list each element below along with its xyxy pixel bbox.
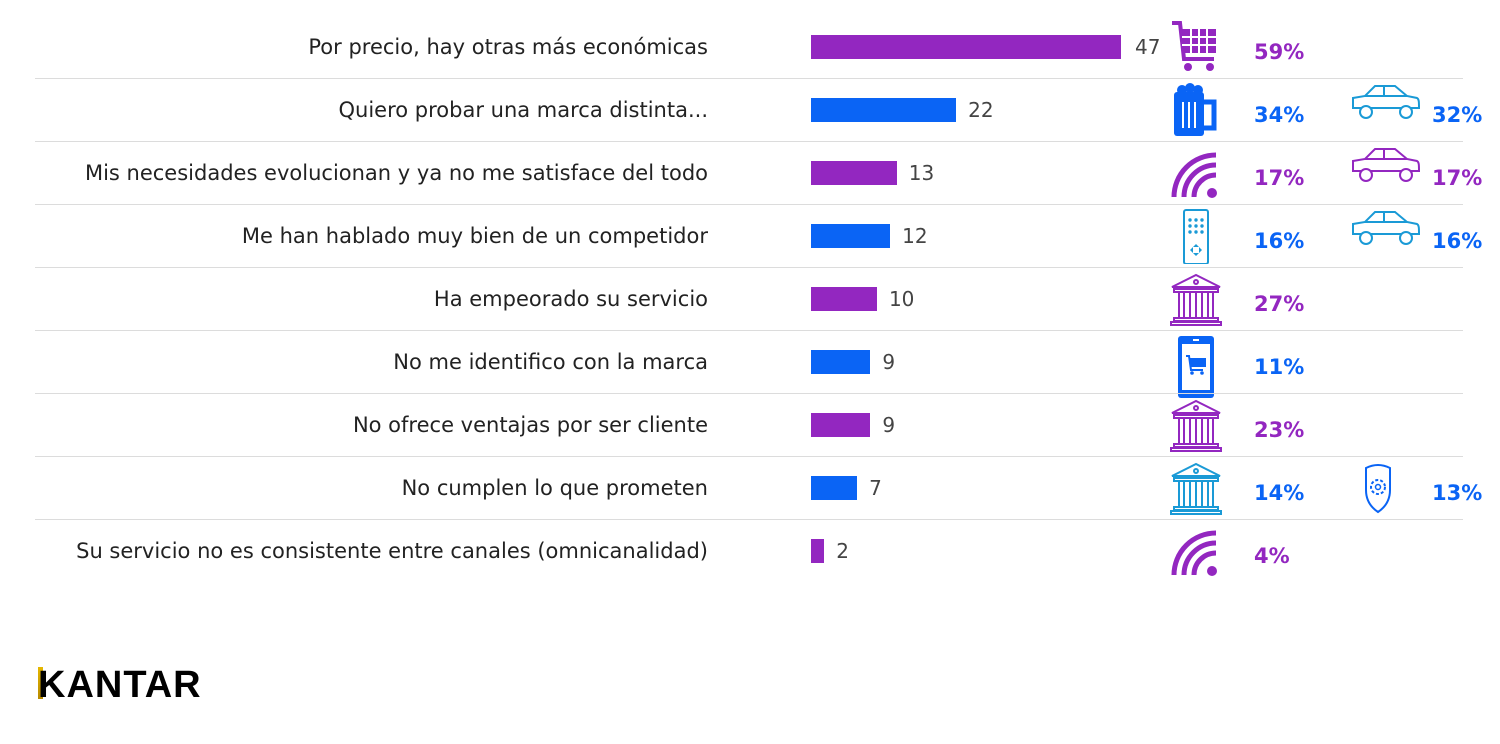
remote-control-icon (1168, 208, 1224, 265)
bar (811, 349, 871, 374)
icon-percentage: 4% (1254, 543, 1290, 568)
category-label: No me identifico con la marca (393, 349, 708, 374)
row-divider (35, 78, 1463, 79)
icon-percentage: 11% (1254, 354, 1305, 379)
category-label: Mis necesidades evolucionan y ya no me s… (84, 160, 708, 185)
chart-row: Por precio, hay otras más económicas 47 … (0, 15, 1500, 79)
car-icon (1350, 208, 1422, 264)
row-divider (35, 330, 1463, 331)
chart-row: Ha empeorado su servicio 10 27% (0, 267, 1500, 331)
chart-row: Quiero probar una marca distinta... 22 3… (0, 78, 1500, 142)
category-label: No cumplen lo que prometen (401, 475, 708, 500)
bar (811, 34, 1121, 59)
chart-row: No me identifico con la marca 9 11% (0, 330, 1500, 398)
beer-mug-icon (1168, 82, 1224, 138)
bank-icon (1168, 397, 1224, 453)
row-divider (35, 393, 1463, 394)
bar-value-label: 12 (902, 223, 928, 248)
row-divider (35, 267, 1463, 268)
icon2-percentage: 13% (1432, 480, 1483, 505)
bar (811, 286, 877, 311)
shopping-cart-icon (1168, 19, 1224, 75)
bar (811, 223, 891, 248)
bar-value-label: 7 (869, 475, 882, 500)
bar-value-label: 2 (836, 538, 849, 563)
category-label: Por precio, hay otras más económicas (308, 34, 708, 59)
bar-value-label: 10 (888, 286, 915, 311)
bar (811, 412, 871, 437)
wifi-signal-icon (1168, 523, 1224, 579)
bar (811, 160, 897, 185)
logo-accent (38, 667, 43, 699)
bar (811, 538, 825, 563)
chart-row: Su servicio no es consistente entre cana… (0, 519, 1500, 582)
row-divider (35, 519, 1463, 520)
icon-percentage: 59% (1254, 39, 1305, 64)
car-icon (1350, 145, 1422, 201)
chart-row: No cumplen lo que prometen 7 14% 13% (0, 456, 1500, 520)
chart-row: Mis necesidades evolucionan y ya no me s… (0, 141, 1500, 205)
kantar-logo: KANTAR (38, 664, 202, 706)
chart-row: Me han hablado muy bien de un competidor… (0, 204, 1500, 268)
bank-icon (1168, 271, 1224, 327)
bar-value-label: 47 (1135, 34, 1161, 59)
bar (811, 475, 858, 500)
icon-percentage: 34% (1254, 102, 1305, 127)
mobile-cart-icon (1168, 334, 1224, 398)
icon-percentage: 27% (1254, 291, 1305, 316)
icon-percentage: 17% (1254, 165, 1305, 190)
wifi-signal-icon (1168, 145, 1224, 201)
car-icon (1350, 82, 1422, 138)
icon2-percentage: 32% (1432, 102, 1483, 127)
category-label: Me han hablado muy bien de un competidor (241, 223, 708, 248)
bar-value-label: 9 (882, 349, 896, 374)
category-label: No ofrece ventajas por ser cliente (352, 412, 708, 437)
bar-value-label: 22 (968, 97, 994, 122)
row-divider (35, 204, 1463, 205)
icon-percentage: 16% (1254, 228, 1305, 253)
shield-gear-icon (1350, 460, 1422, 516)
chart-row: No ofrece ventajas por ser cliente 9 23% (0, 393, 1500, 457)
bank-icon (1168, 460, 1224, 516)
bar (811, 97, 957, 122)
category-label: Ha empeorado su servicio (433, 286, 708, 311)
bar-value-label: 13 (908, 160, 935, 185)
icon-percentage: 14% (1254, 480, 1305, 505)
row-divider (35, 141, 1463, 142)
icon-percentage: 23% (1254, 417, 1305, 442)
row-divider (35, 456, 1463, 457)
category-label: Quiero probar una marca distinta... (338, 97, 708, 122)
bar-value-label: 9 (882, 412, 896, 437)
icon2-percentage: 16% (1432, 228, 1483, 253)
icon2-percentage: 17% (1432, 165, 1483, 190)
category-label: Su servicio no es consistente entre cana… (76, 538, 708, 563)
